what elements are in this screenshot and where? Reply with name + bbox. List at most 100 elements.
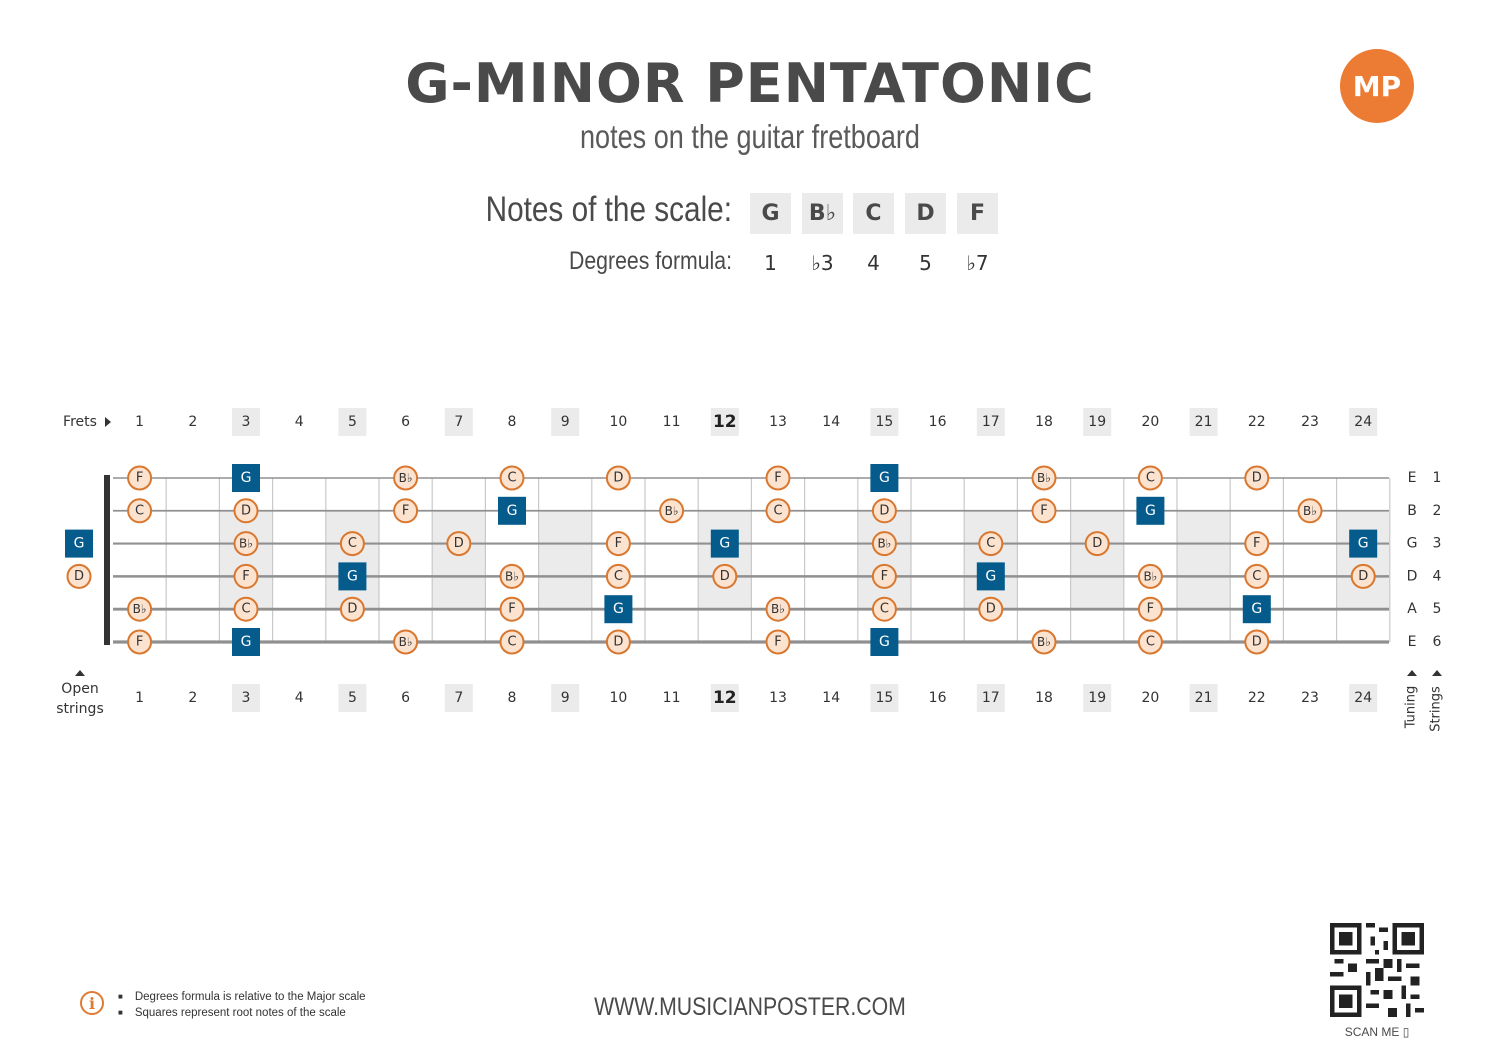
root-note-square — [232, 464, 260, 492]
scale-note-box: F — [957, 193, 998, 234]
scale-note-circle — [1244, 531, 1270, 557]
scale-note-label: C — [1146, 471, 1155, 486]
root-note-label: G — [1358, 536, 1369, 552]
string-number: 2 — [1433, 503, 1442, 519]
fret-number-highlight — [232, 408, 260, 436]
scale-note-circle — [712, 563, 738, 589]
scale-note-label: B♭ — [399, 635, 413, 649]
fret-number-highlight — [710, 408, 739, 436]
nut — [104, 475, 110, 645]
fret-number-top: 10 — [609, 414, 627, 430]
qr-code-icon[interactable] — [1330, 923, 1424, 1017]
root-note-label: G — [879, 634, 890, 650]
scale-note-circle — [1137, 596, 1163, 622]
scale-note-circle — [1244, 563, 1270, 589]
scale-note-circle — [446, 531, 472, 557]
fret-number-top: 11 — [663, 414, 681, 430]
fret-number-highlight — [232, 684, 260, 712]
root-note-square — [1349, 529, 1378, 558]
fret-number-bottom: 12 — [713, 688, 737, 708]
root-note-label: G — [613, 601, 624, 617]
fret-marker-band — [432, 510, 486, 610]
scale-note-circle — [66, 563, 92, 589]
scale-note-circle — [499, 563, 525, 589]
scale-note-label: B♭ — [1303, 504, 1317, 518]
fret-number-highlight — [1189, 408, 1218, 436]
website-link[interactable]: WWW.MUSICIANPOSTER.COM — [594, 993, 906, 1021]
string-number: 5 — [1433, 601, 1442, 617]
scale-note-label: C — [135, 503, 144, 518]
brand-logo[interactable]: MP — [1340, 49, 1414, 123]
scale-note-label: B♭ — [1143, 569, 1157, 583]
scale-note-label: D — [74, 569, 84, 584]
fret-number-top: 12 — [713, 412, 737, 432]
scale-note-circle — [1031, 465, 1057, 491]
scale-note-label: F — [1147, 602, 1154, 617]
scale-note-label: C — [614, 569, 623, 584]
scale-note-box: G — [750, 193, 791, 234]
scale-note-circle — [605, 563, 631, 589]
fret-number-bottom: 8 — [508, 690, 517, 706]
string-tuning: E — [1408, 634, 1417, 650]
scale-note-circle — [1137, 629, 1163, 655]
fret-number-bottom: 16 — [929, 690, 947, 706]
fret-marker-band — [857, 510, 911, 610]
fret-number-bottom: 6 — [401, 690, 410, 706]
footer-note: Degrees formula is relative to the Major… — [118, 989, 366, 1005]
scale-note-label: C — [773, 503, 782, 518]
open-strings-label: strings — [56, 701, 103, 717]
scale-note-label: B♭ — [133, 602, 147, 616]
scale-degree: ♭7 — [966, 251, 989, 275]
scale-note-circle — [978, 596, 1004, 622]
fret-number-top: 22 — [1248, 414, 1266, 430]
scale-note-circle — [605, 531, 631, 557]
fret-number-top: 5 — [348, 414, 357, 430]
root-note-square — [710, 529, 739, 558]
fret-number-highlight — [1349, 684, 1378, 712]
scale-degree: 5 — [919, 251, 932, 275]
scale-note-label: D — [454, 536, 464, 551]
root-note-label: G — [879, 470, 890, 486]
scale-note-label: F — [774, 635, 781, 650]
scale-note-circle — [978, 531, 1004, 557]
fret-number-bottom: 18 — [1035, 690, 1053, 706]
scale-note-circle — [127, 498, 153, 524]
fret-number-bottom: 5 — [348, 690, 357, 706]
root-note-square — [604, 595, 633, 624]
root-note-label: G — [347, 568, 358, 584]
scale-note-label: C — [507, 635, 516, 650]
fret-number-highlight — [870, 684, 899, 712]
fret-marker-band — [538, 510, 592, 610]
scale-note-circle — [393, 629, 419, 655]
fret-number-bottom: 7 — [454, 690, 463, 706]
scale-note-circle — [499, 629, 525, 655]
scale-degree: ♭3 — [811, 251, 834, 275]
degrees-formula-label: Degrees formula: — [569, 247, 732, 275]
scale-note-circle — [393, 465, 419, 491]
scale-note-circle — [871, 498, 897, 524]
scale-note-label: F — [136, 471, 143, 486]
fret-number-highlight — [338, 684, 367, 712]
root-note-square — [1136, 496, 1165, 525]
scale-note-circle — [605, 465, 631, 491]
fret-number-top: 21 — [1195, 414, 1213, 430]
string-tuning: B — [1407, 503, 1417, 519]
fret-number-highlight — [338, 408, 367, 436]
string-number: 6 — [1433, 634, 1442, 650]
fret-number-bottom: 19 — [1088, 690, 1106, 706]
root-note-square — [498, 496, 526, 525]
scale-note-circle — [233, 563, 259, 589]
scale-note-circle — [339, 596, 365, 622]
fret-marker-band — [1070, 510, 1124, 610]
fret-number-bottom: 21 — [1195, 690, 1213, 706]
scale-note-circle — [871, 531, 897, 557]
scale-note-circle — [1084, 531, 1110, 557]
fret-number-highlight — [870, 408, 899, 436]
fret-number-highlight — [1349, 408, 1378, 436]
scale-note-label: B♭ — [1037, 635, 1051, 649]
scale-note-circle — [393, 498, 419, 524]
string-tuning: D — [1407, 568, 1418, 584]
fret-number-top: 15 — [875, 414, 893, 430]
scale-note-label: C — [241, 602, 250, 617]
scale-note-circle — [233, 596, 259, 622]
